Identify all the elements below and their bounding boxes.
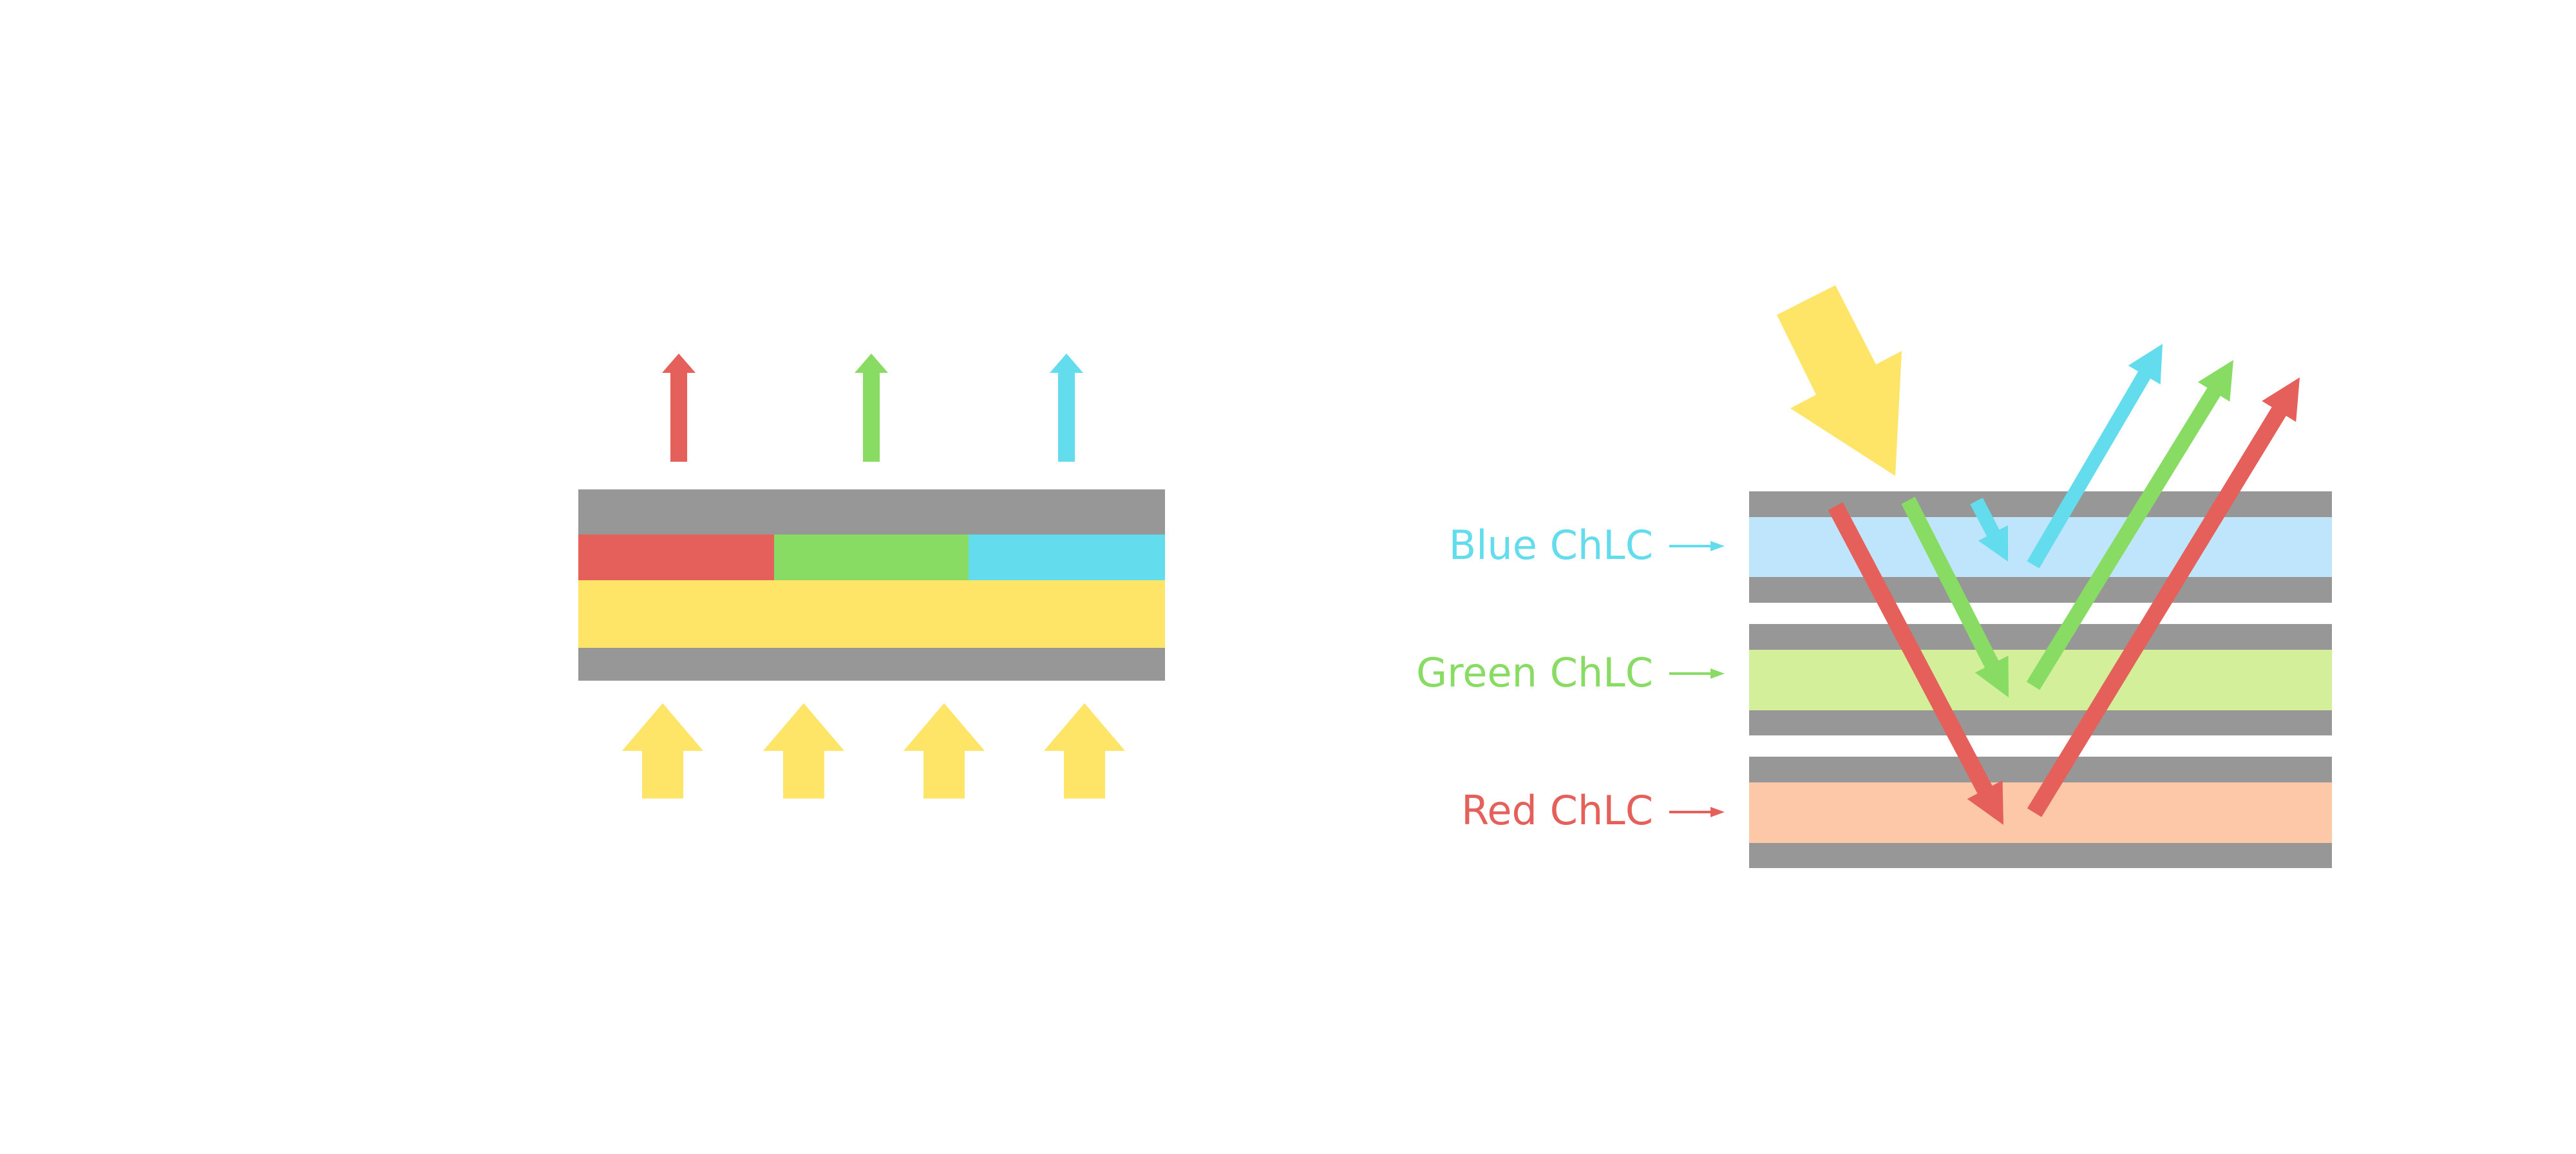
backlight-arrow <box>622 703 703 799</box>
gray-layer <box>1749 710 2332 735</box>
green-label-pointer-arrow <box>1669 668 1725 679</box>
red-reflected-ray-arrow <box>2027 377 2300 817</box>
red-chlc-stack <box>1749 757 2332 868</box>
blue-filter <box>969 534 1165 580</box>
green-incident-ray-arrow <box>1901 497 2009 697</box>
top-gray-layer <box>578 489 1165 534</box>
yellow-backlight-layer <box>578 580 1165 648</box>
green-reflected-ray-arrow <box>2026 360 2233 690</box>
green-filter <box>774 534 969 580</box>
incident-light-arrow <box>1777 285 1902 476</box>
backlight-arrow <box>904 703 985 799</box>
backlight-arrow <box>763 703 844 799</box>
bottom-gray-layer <box>578 648 1165 681</box>
gray-layer <box>1749 757 2332 782</box>
blue-label-pointer-arrow <box>1669 541 1725 551</box>
red-filter <box>578 534 774 580</box>
backlight-arrow <box>1044 703 1125 799</box>
gray-layer <box>1749 843 2332 868</box>
blue-reflected-ray-arrow <box>2027 344 2163 569</box>
red-incident-ray-arrow <box>1828 502 2003 825</box>
gray-layer <box>1749 577 2332 603</box>
green-light-output-arrow <box>855 354 888 462</box>
blue-incident-ray-arrow <box>1970 497 2008 562</box>
left-panel <box>578 354 1165 799</box>
gray-layer <box>1749 624 2332 650</box>
blue-light-output-arrow <box>1050 354 1083 462</box>
right-panel: Blue ChLC Green ChLC Red ChLC <box>1416 285 2332 868</box>
red-label-pointer-arrow <box>1669 807 1725 817</box>
red-light-output-arrow <box>662 354 696 462</box>
green-chlc-label: Green ChLC <box>1416 649 1653 696</box>
red-chlc-label: Red ChLC <box>1461 787 1653 834</box>
blue-chlc-label: Blue ChLC <box>1449 522 1653 569</box>
